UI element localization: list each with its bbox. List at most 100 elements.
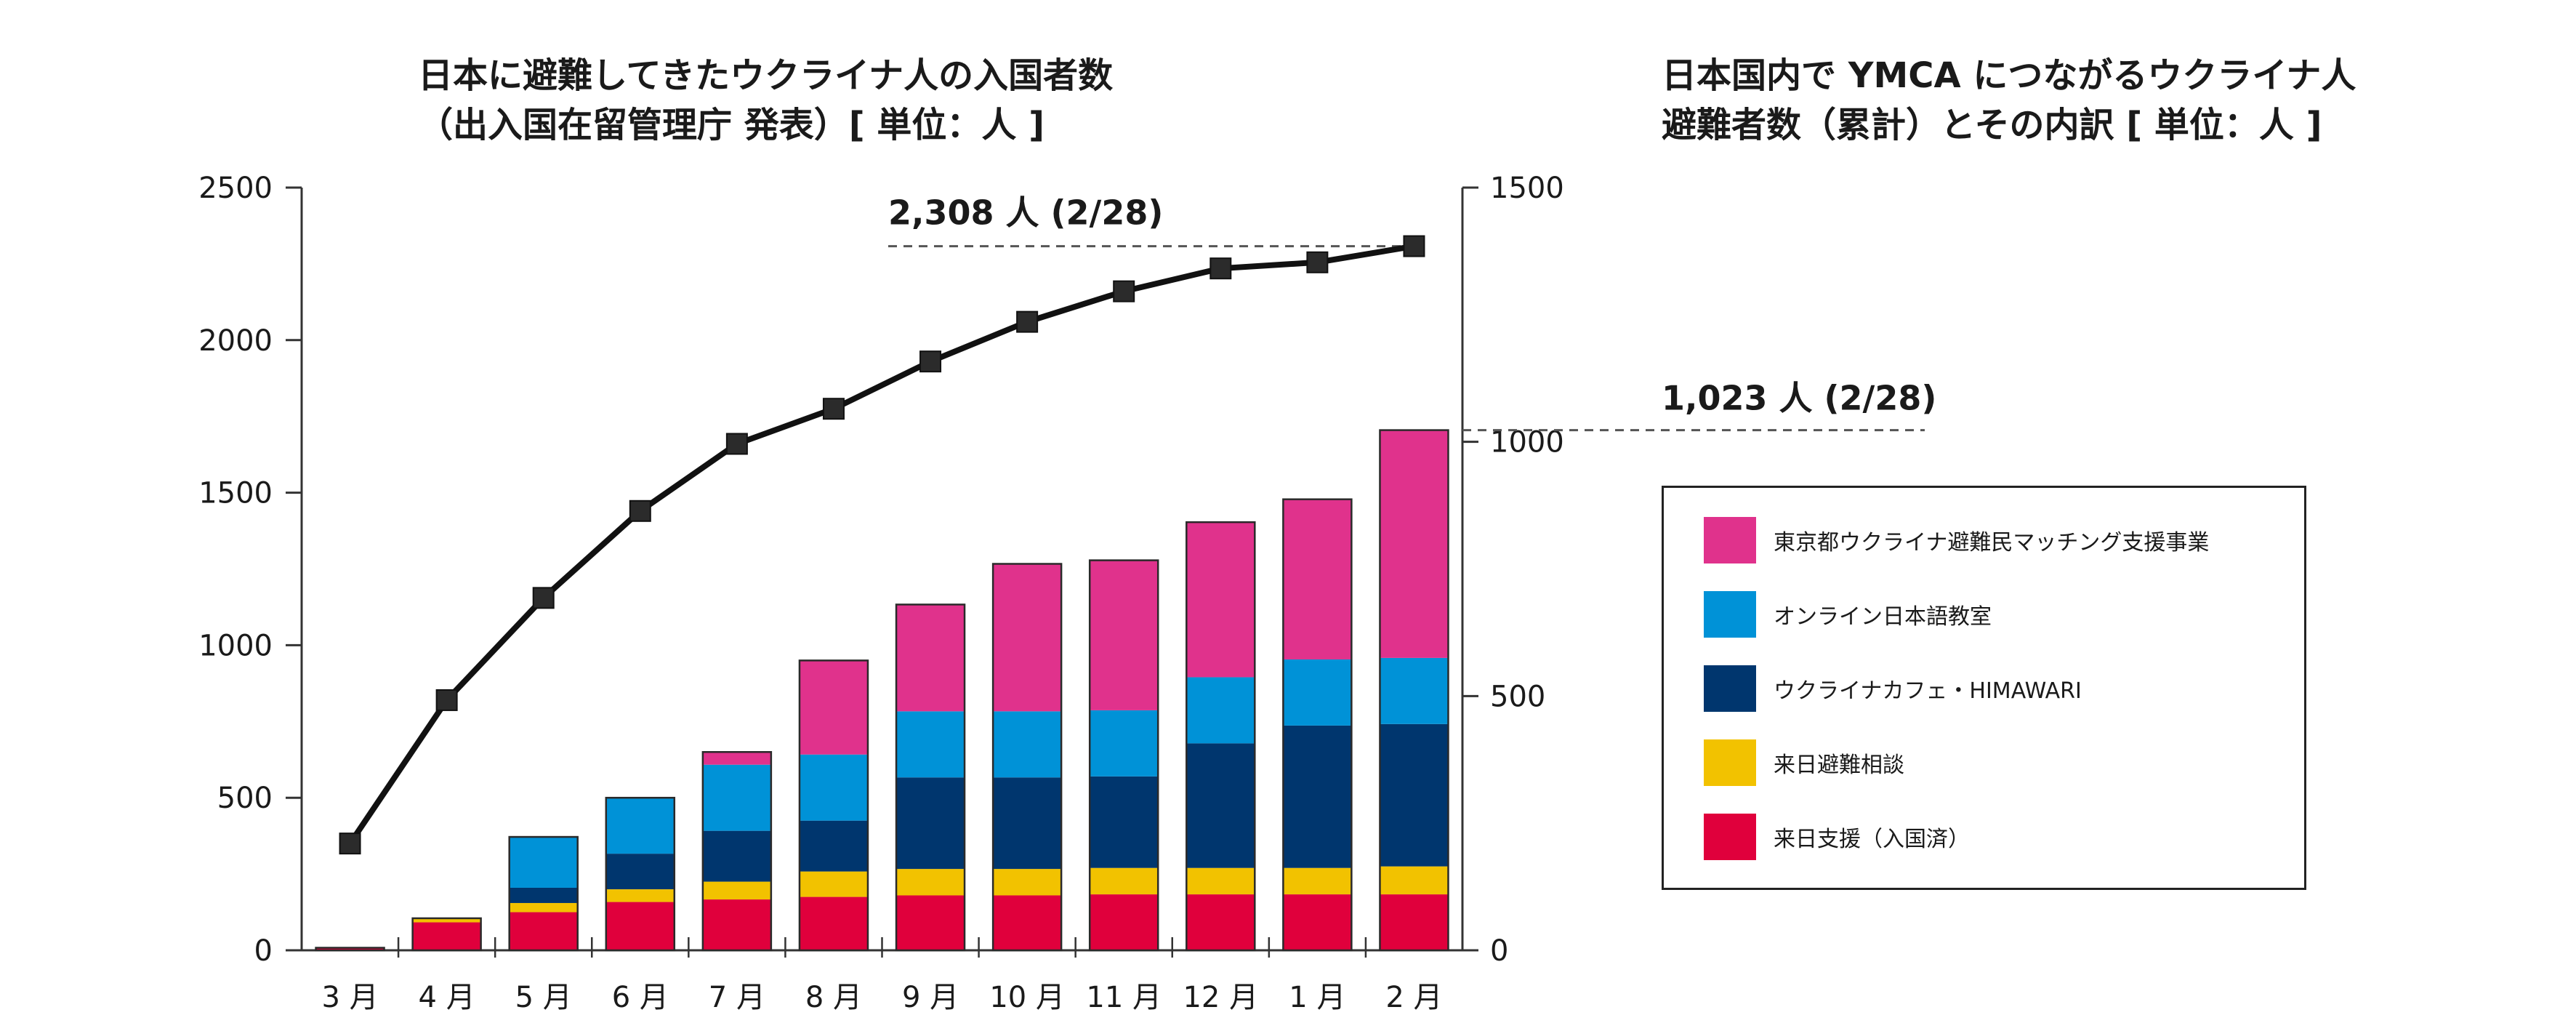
- legend-swatch: [1704, 739, 1756, 786]
- x-axis-category-label: 7 月: [709, 981, 765, 1014]
- bar-segment-series-2: [605, 889, 675, 902]
- x-axis-category-label: 10 月: [989, 981, 1065, 1014]
- left-chart-title: 日本に避難してきたウクライナ人の入国者数 （出入国在留管理庁 発表）[ 単位：人…: [418, 51, 1113, 150]
- right-title-line2: 避難者数（累計）とその内訳 [ 単位：人 ]: [1662, 105, 2322, 145]
- bar-segment-series-5: [1380, 430, 1449, 658]
- bar-segment-series-2: [412, 918, 481, 923]
- bar-outline: [1379, 429, 1449, 952]
- bar-segment-series-2: [509, 902, 578, 912]
- entrants-line-marker: [1016, 310, 1039, 333]
- entrants-line-marker: [532, 587, 555, 609]
- legend-label: オンライン日本語教室: [1774, 604, 1992, 630]
- bar-segment-series-1: [896, 895, 965, 950]
- bar-segment-series-1: [605, 902, 675, 950]
- bar-segment-series-3: [1186, 743, 1255, 868]
- right-axis-tick-label: 1500: [1490, 172, 1564, 205]
- bar-segment-series-4: [1090, 710, 1159, 777]
- bar-segment-series-3: [702, 830, 771, 882]
- legend-item: 来日支援（入国済）: [1704, 814, 1970, 860]
- entrants-line-marker: [919, 350, 942, 373]
- bar-segment-series-2: [1186, 867, 1255, 895]
- bar-segment-series-1: [993, 895, 1062, 950]
- bar-segment-series-4: [993, 711, 1062, 778]
- bar-outline: [895, 603, 966, 952]
- entrants-line: [347, 243, 1415, 846]
- bar-segment-series-2: [1380, 866, 1449, 895]
- bar-outline: [411, 917, 482, 952]
- bar-segment-series-1: [799, 896, 868, 950]
- bar-segment-series-2: [993, 869, 1062, 896]
- left-axis-tick-label: 2500: [198, 172, 273, 205]
- bar-outline: [1088, 559, 1159, 952]
- bar-segment-series-1: [1283, 894, 1352, 950]
- x-axis-category-label: 11 月: [1086, 981, 1162, 1014]
- bar-segment-series-2: [1283, 867, 1352, 895]
- bar-outline: [315, 947, 385, 952]
- x-axis-category-label: 9 月: [902, 981, 959, 1014]
- x-axis-category-label: 6 月: [612, 981, 669, 1014]
- bar-segment-series-4: [605, 798, 675, 854]
- legend-label: 東京都ウクライナ避難民マッチング支援事業: [1774, 530, 2210, 555]
- entrants-line-marker: [1209, 257, 1232, 280]
- entrants-line-marker: [629, 500, 651, 522]
- right-chart-title: 日本国内で YMCA につながるウクライナ人 避難者数（累計）とその内訳 [ 単…: [1662, 51, 2356, 150]
- left-title-line1: 日本に避難してきたウクライナ人の入国者数: [418, 55, 1114, 96]
- bar-segment-series-1: [412, 922, 481, 950]
- right-axis-tick-label: 0: [1490, 934, 1508, 968]
- bar-segment-series-5: [1090, 560, 1159, 710]
- entrants-line-marker: [435, 689, 458, 711]
- bar-outline: [508, 835, 579, 952]
- x-axis-category-label: 1 月: [1289, 981, 1345, 1014]
- bar-segment-series-4: [896, 711, 965, 778]
- bar-outline: [605, 796, 676, 952]
- legend-swatch: [1704, 665, 1756, 712]
- bar-segment-series-1: [1380, 894, 1449, 950]
- entrants-line-marker: [822, 398, 845, 420]
- bar-segment-series-4: [702, 764, 771, 831]
- bar-segment-series-2: [896, 869, 965, 896]
- left-axis-tick-label: 1500: [198, 477, 273, 510]
- x-axis-category-label: 4 月: [419, 981, 475, 1014]
- bar-segment-series-5: [896, 604, 965, 712]
- bar-segment-series-3: [1090, 776, 1159, 868]
- x-axis-category-label: 12 月: [1183, 981, 1258, 1014]
- bar-segment-series-4: [509, 837, 578, 888]
- bar-segment-series-5: [993, 563, 1062, 712]
- bar-outline: [1282, 498, 1353, 952]
- entrants-line-marker: [1113, 280, 1135, 302]
- bar-segment-series-3: [605, 854, 675, 890]
- legend-item: 東京都ウクライナ避難民マッチング支援事業: [1704, 517, 2209, 563]
- legend-swatch: [1704, 814, 1756, 860]
- entrants-line-marker: [725, 433, 748, 455]
- entrants-line-marker: [1306, 251, 1329, 273]
- bar-segment-series-3: [799, 820, 868, 872]
- legend-swatch: [1704, 517, 1756, 563]
- bar-segment-series-4: [1380, 657, 1449, 724]
- bar-segment-series-1: [1090, 894, 1159, 950]
- bar-segment-series-4: [799, 754, 868, 821]
- bar-segment-series-2: [799, 871, 868, 897]
- bar-segment-series-5: [799, 660, 868, 755]
- bar-segment-series-5: [1283, 499, 1352, 659]
- bar-segment-series-3: [993, 777, 1062, 870]
- chart-legend: 東京都ウクライナ避難民マッチング支援事業 オンライン日本語教室ウクライナカフェ・H…: [1662, 486, 2306, 890]
- bar-segment-series-5: [702, 752, 771, 765]
- legend-label: ウクライナカフェ・HIMAWARI: [1774, 678, 2082, 704]
- bar-segment-series-1: [315, 947, 385, 950]
- bar-segment-series-4: [1283, 659, 1352, 726]
- legend-label: 来日支援（入国済）: [1774, 827, 1970, 852]
- bar-segment-series-3: [509, 887, 578, 903]
- bar-segment-series-2: [702, 881, 771, 900]
- bar-segment-series-1: [1186, 894, 1255, 950]
- right-axis-tick-label: 1000: [1490, 426, 1564, 460]
- entrants-line-marker: [339, 833, 361, 855]
- legend-item: 来日避難相談: [1704, 739, 1904, 786]
- legend-label: 来日避難相談: [1774, 753, 1904, 778]
- right-title-line1: 日本国内で YMCA につながるウクライナ人: [1662, 55, 2356, 96]
- left-axis-tick-label: 500: [217, 782, 273, 815]
- bar-segment-series-2: [1090, 867, 1159, 895]
- x-axis-category-label: 3 月: [321, 981, 378, 1014]
- left-axis-tick-label: 2000: [198, 324, 273, 358]
- entrants-line-marker: [1403, 235, 1425, 257]
